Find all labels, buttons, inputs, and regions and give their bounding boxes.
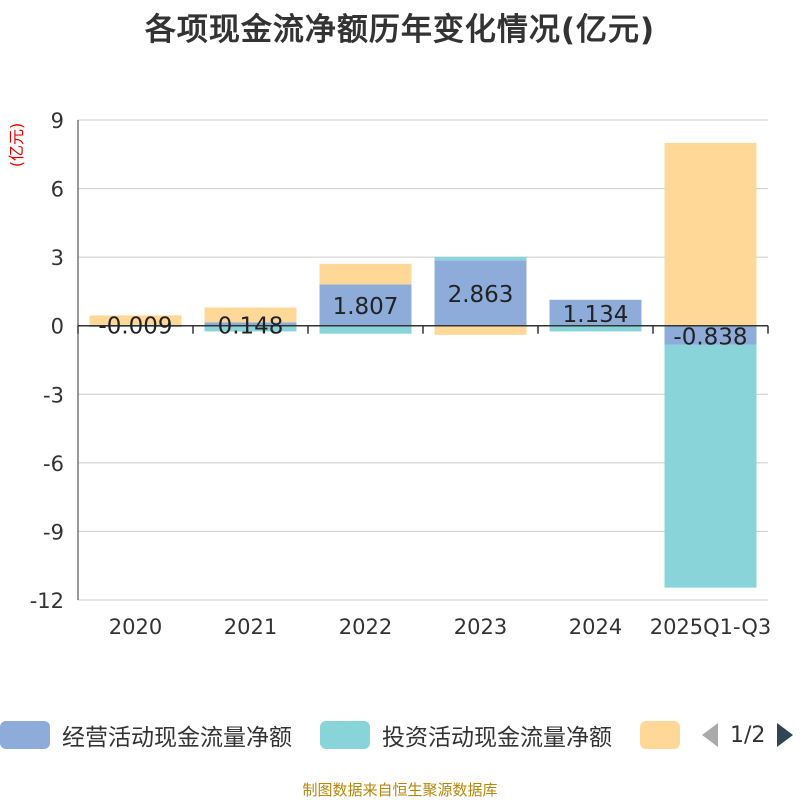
y-tick-label: -6 xyxy=(43,452,64,476)
x-tick-label: 2020 xyxy=(109,615,162,639)
y-tick-label: -12 xyxy=(30,589,64,613)
y-tick-label: -3 xyxy=(43,383,64,407)
bar-financing-2025Q1-Q3 xyxy=(664,142,757,326)
chart-title: 各项现金流净额历年变化情况(亿元) xyxy=(144,12,656,48)
legend-item-operating[interactable]: 经营活动现金流量净额 xyxy=(0,713,292,757)
bar-operating-2025Q1-Q3 xyxy=(664,325,757,345)
data-label: -0.009 xyxy=(98,314,172,340)
bar-operating-2022 xyxy=(319,284,412,326)
legend-item-financing[interactable] xyxy=(640,713,680,757)
x-tick-label: 2024 xyxy=(569,615,622,639)
legend-page-indicator: 1/2 xyxy=(730,722,766,748)
y-tick-label: -9 xyxy=(43,520,64,544)
next-page-icon[interactable] xyxy=(775,721,795,749)
y-axis-unit-label: (亿元) xyxy=(7,123,26,168)
bar-financing-2022 xyxy=(319,263,412,285)
legend-swatch-operating xyxy=(0,721,50,749)
legend-swatch-financing xyxy=(640,721,680,749)
bar-investing-2020 xyxy=(89,325,182,328)
y-tick-label: 6 xyxy=(51,178,64,202)
x-tick-label: 2022 xyxy=(339,615,392,639)
bar-investing-2025Q1-Q3 xyxy=(664,344,757,588)
data-label: 2.863 xyxy=(448,282,514,308)
bar-financing-2021 xyxy=(204,307,297,323)
source-note: 制图数据来自恒生聚源数据库 xyxy=(302,781,498,799)
data-label: 1.134 xyxy=(563,302,629,328)
y-tick-label: 3 xyxy=(51,246,64,270)
bar-operating-2024 xyxy=(549,299,642,326)
y-tick-label: 0 xyxy=(51,315,64,339)
legend-item-investing[interactable]: 投资活动现金流量净额 xyxy=(320,713,612,757)
bar-financing-2020 xyxy=(89,315,182,326)
stacked-bar-chart: 9 6 3 0 -3 -6 -9 -12 (亿元) 2020 2021 2022 2023 2024 202… xyxy=(7,109,772,639)
x-tick-label: 2023 xyxy=(454,615,507,639)
legend-label-operating: 经营活动现金流量净额 xyxy=(62,725,292,751)
data-label: 0.148 xyxy=(218,314,284,340)
prev-page-icon[interactable] xyxy=(700,721,720,749)
legend-swatch-investing xyxy=(320,721,370,749)
x-tick-label: 2021 xyxy=(224,615,277,639)
bar-operating-2023 xyxy=(434,260,527,326)
bar-investing-2024 xyxy=(549,325,642,332)
y-tick-label: 9 xyxy=(51,109,64,133)
legend-pager: 1/2 xyxy=(700,713,795,757)
data-label: -0.838 xyxy=(673,324,747,350)
legend: 经营活动现金流量净额 投资活动现金流量净额 1/2 xyxy=(0,713,800,757)
bar-investing-2022 xyxy=(319,325,412,334)
bar-operating-2021 xyxy=(204,322,297,326)
legend-label-investing: 投资活动现金流量净额 xyxy=(382,725,612,751)
bar-financing-2023 xyxy=(434,325,527,335)
x-tick-label: 2025Q1-Q3 xyxy=(650,615,772,639)
bar-investing-2021 xyxy=(204,325,297,332)
bar-investing-2023 xyxy=(434,256,527,261)
data-label: 1.807 xyxy=(333,294,399,320)
